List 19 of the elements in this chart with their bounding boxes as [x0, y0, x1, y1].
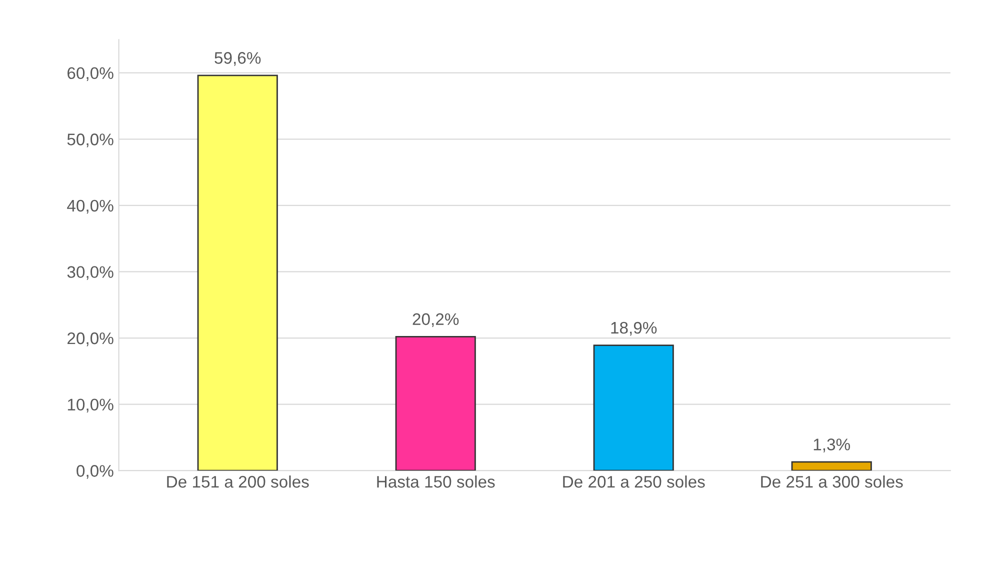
data-label: 1,3% — [814, 438, 850, 452]
bar — [197, 74, 278, 471]
x-tick-label: De 151 a 200 soles — [167, 475, 309, 488]
y-tick-label: 10,0% — [68, 398, 114, 412]
bar — [791, 461, 872, 471]
y-tick-label: 50,0% — [67, 134, 114, 148]
data-label: 18,9% — [611, 322, 657, 336]
data-label: 59,6% — [214, 52, 261, 66]
x-tick-label: De 201 a 250 soles — [563, 475, 705, 488]
y-tick-label: 30,0% — [67, 266, 114, 280]
y-tick-label: 40,0% — [67, 200, 114, 214]
data-label: 20,2% — [412, 313, 459, 328]
bar — [593, 344, 674, 471]
y-tick-label: 60,0% — [68, 67, 114, 82]
x-tick-label: Hasta 150 soles — [377, 475, 495, 488]
x-tick-label: De 251 a 300 soles — [761, 475, 903, 488]
y-tick-label: 0,0% — [76, 465, 114, 479]
bar — [395, 336, 476, 471]
y-tick-label: 20,0% — [68, 332, 114, 346]
